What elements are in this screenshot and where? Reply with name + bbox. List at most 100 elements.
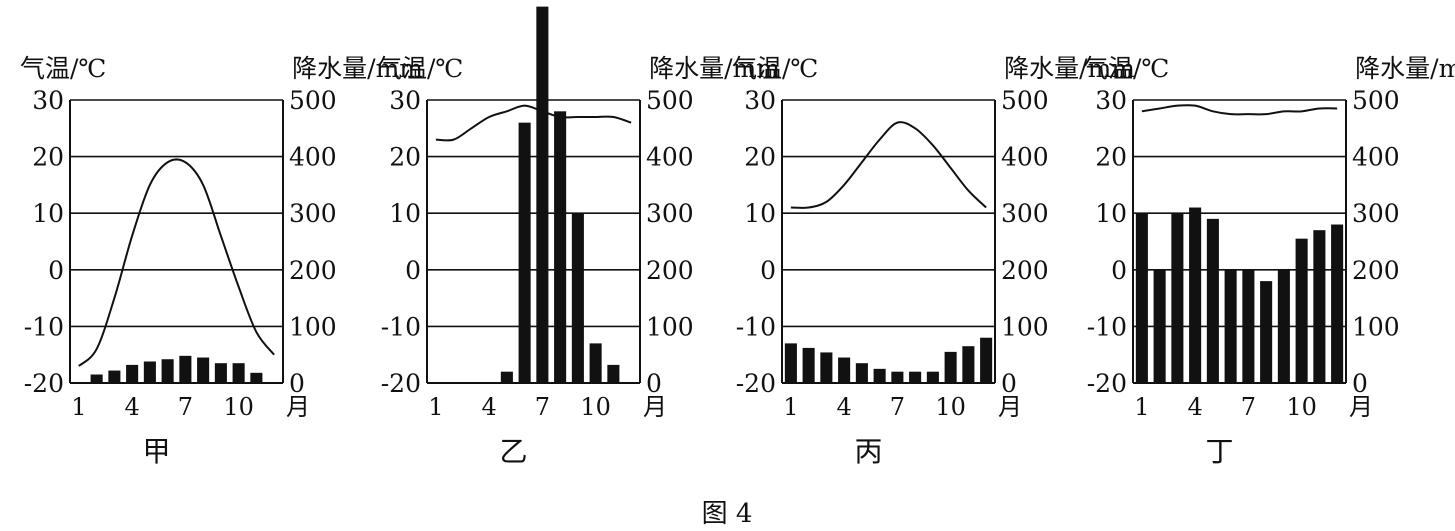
month-tick-label: 10 (935, 393, 966, 421)
precipitation-bar (179, 355, 192, 383)
temperature-tick-label: 30 (1095, 86, 1127, 115)
temperature-tick-label: -10 (381, 312, 421, 341)
month-tick-label: 7 (535, 393, 550, 421)
precipitation-tick-label: 400 (646, 143, 694, 172)
precipitation-bar (926, 371, 939, 383)
month-tick-label: 7 (890, 393, 905, 421)
precipitation-unit-label: 降水量/mm (292, 54, 423, 83)
month-unit-label: 月 (1349, 393, 1373, 421)
precipitation-bar (838, 357, 851, 383)
temperature-tick-label: 0 (760, 256, 776, 285)
temperature-line (78, 158, 275, 367)
temperature-line (1141, 104, 1338, 116)
temperature-tick-label: -20 (736, 369, 776, 398)
month-tick-label: 4 (836, 393, 851, 421)
precipitation-bar (980, 337, 993, 383)
precipitation-tick-label: 300 (646, 199, 694, 228)
chart-panel-乙: 气温/℃ 降水量/mm3020100-10-2050040030020010001… (377, 6, 780, 468)
precipitation-tick-label: 500 (646, 86, 694, 115)
temperature-tick-label: 10 (32, 199, 64, 228)
precipitation-bar (143, 361, 156, 383)
precipitation-bar (1331, 224, 1344, 383)
precipitation-tick-label: 100 (646, 312, 694, 341)
precipitation-tick-label: 500 (1001, 86, 1049, 115)
precipitation-bar (90, 374, 103, 383)
precipitation-bar (161, 359, 174, 383)
temperature-tick-label: -10 (1087, 312, 1127, 341)
month-tick-label: 4 (1187, 393, 1202, 421)
precipitation-bar (500, 371, 513, 383)
temperature-line (790, 121, 987, 209)
precipitation-tick-label: 300 (289, 199, 337, 228)
precipitation-bar (1242, 269, 1255, 383)
temperature-tick-label: 10 (389, 199, 421, 228)
temperature-tick-label: 20 (389, 143, 421, 172)
precipitation-tick-label: 0 (1001, 369, 1017, 398)
precipitation-bar (1313, 230, 1326, 383)
temperature-unit-label: 气温/℃ (377, 54, 463, 83)
temperature-line (435, 104, 632, 142)
chart-name: 丙 (854, 435, 882, 468)
precipitation-bar (1295, 238, 1308, 383)
precipitation-tick-label: 300 (1001, 199, 1049, 228)
precipitation-bar (571, 213, 584, 383)
temperature-tick-label: -10 (736, 312, 776, 341)
temperature-unit-label: 气温/℃ (20, 54, 106, 83)
temperature-tick-label: 30 (32, 86, 64, 115)
precipitation-bar (214, 363, 227, 383)
temperature-tick-label: 20 (744, 143, 776, 172)
precipitation-tick-label: 400 (1352, 143, 1400, 172)
chart-panel-甲: 气温/℃ 降水量/mm3020100-10-2050040030020010001… (20, 54, 423, 468)
month-unit-label: 月 (998, 393, 1022, 421)
temperature-tick-label: -20 (24, 369, 64, 398)
month-unit-label: 月 (286, 393, 310, 421)
precipitation-unit-label: 降水量/mm (1355, 54, 1455, 83)
month-tick-label: 10 (580, 393, 611, 421)
chart-name: 甲 (142, 435, 170, 468)
month-unit-label: 月 (643, 393, 667, 421)
temperature-tick-label: 10 (1095, 199, 1127, 228)
precipitation-bar (1224, 269, 1237, 383)
precipitation-bar (1277, 269, 1290, 383)
month-tick-label: 7 (178, 393, 193, 421)
temperature-tick-label: -10 (24, 312, 64, 341)
temperature-tick-label: 20 (32, 143, 64, 172)
precipitation-tick-label: 300 (1352, 199, 1400, 228)
precipitation-bar (1189, 207, 1202, 383)
precipitation-tick-label: 100 (1352, 312, 1400, 341)
temperature-tick-label: 30 (389, 86, 421, 115)
precipitation-bar (802, 347, 815, 383)
precipitation-tick-label: 200 (646, 256, 694, 285)
month-tick-label: 7 (1241, 393, 1256, 421)
precipitation-tick-label: 0 (646, 369, 662, 398)
precipitation-tick-label: 500 (289, 86, 337, 115)
temperature-tick-label: 0 (405, 256, 421, 285)
precipitation-tick-label: 100 (1001, 312, 1049, 341)
precipitation-unit-label: 降水量/mm (1004, 54, 1135, 83)
precipitation-bar (1171, 213, 1184, 383)
precipitation-unit-label: 降水量/mm (649, 54, 780, 83)
month-tick-label: 10 (1286, 393, 1317, 421)
chart-panel-丁: 气温/℃降水量/mm3020100-10-2050040030020010001… (1083, 54, 1455, 468)
precipitation-bar (518, 122, 531, 383)
precipitation-bar (784, 343, 797, 383)
precipitation-bar (607, 364, 620, 383)
precipitation-tick-label: 500 (1352, 86, 1400, 115)
precipitation-tick-label: 200 (1352, 256, 1400, 285)
temperature-tick-label: 10 (744, 199, 776, 228)
chart-name: 丁 (1205, 435, 1233, 468)
precipitation-bar (232, 363, 245, 383)
precipitation-bar (962, 346, 975, 383)
chart-name: 乙 (499, 435, 527, 468)
precipitation-tick-label: 200 (289, 256, 337, 285)
month-tick-label: 1 (783, 393, 798, 421)
temperature-unit-label: 气温/℃ (1083, 54, 1169, 83)
temperature-tick-label: 0 (1111, 256, 1127, 285)
month-tick-label: 1 (71, 393, 86, 421)
precipitation-tick-label: 100 (289, 312, 337, 341)
month-tick-label: 10 (223, 393, 254, 421)
figure-caption: 图 4 (702, 499, 753, 529)
precipitation-bar (1260, 281, 1273, 383)
precipitation-bar (944, 351, 957, 383)
